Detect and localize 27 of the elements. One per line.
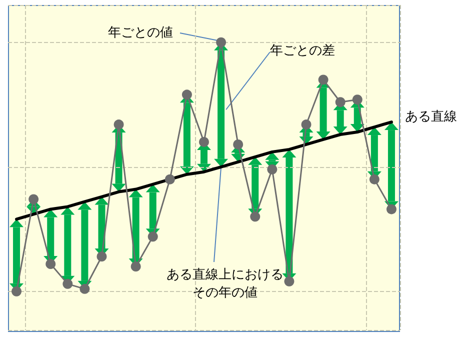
point bbox=[216, 37, 226, 48]
point bbox=[352, 94, 362, 105]
point bbox=[62, 278, 73, 289]
point bbox=[267, 164, 278, 174]
text: ある直線 bbox=[405, 110, 457, 124]
point bbox=[96, 252, 107, 262]
point bbox=[164, 174, 175, 184]
point bbox=[199, 136, 209, 147]
point bbox=[130, 261, 141, 272]
annotation: ある直線上におけるその年の値 bbox=[166, 268, 284, 300]
annotation: 年ごとの差 bbox=[270, 44, 335, 58]
point bbox=[182, 90, 192, 100]
point bbox=[369, 174, 380, 184]
point bbox=[386, 204, 396, 214]
point bbox=[318, 74, 328, 85]
point bbox=[12, 286, 22, 296]
point bbox=[114, 120, 124, 130]
point bbox=[148, 232, 158, 242]
point bbox=[335, 97, 346, 108]
point bbox=[28, 194, 39, 204]
point bbox=[250, 212, 260, 222]
point bbox=[46, 259, 56, 269]
point bbox=[233, 139, 244, 150]
text: 年ごとの値 bbox=[108, 26, 173, 40]
point bbox=[80, 284, 90, 294]
point bbox=[301, 120, 312, 130]
point bbox=[284, 276, 294, 286]
